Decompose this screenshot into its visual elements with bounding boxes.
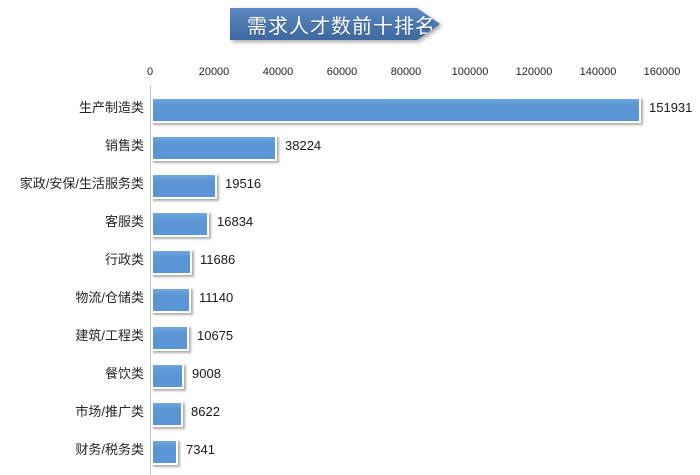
category-label: 市场/推广类 [75,404,144,419]
x-axis-tick-label: 120000 [515,66,553,78]
value-label: 11686 [200,252,236,267]
x-axis-tick-label: 100000 [451,66,489,78]
bar [151,363,184,389]
bar-row: 财务/税务类 7341 [0,431,700,469]
bar [151,173,217,199]
bar [151,211,209,237]
value-label: 9008 [192,366,221,381]
category-label: 家政/安保/生活服务类 [19,176,144,191]
bar-row: 市场/推广类 8622 [0,393,700,431]
value-label: 19516 [225,176,262,191]
bar-row: 餐饮类 9008 [0,355,700,393]
category-label: 建筑/工程类 [75,328,144,343]
category-label: 生产制造类 [78,100,144,115]
category-label: 客服类 [104,214,144,229]
bar-row: 客服类 16834 [0,203,700,241]
value-label: 10675 [197,328,234,343]
x-axis-tick-label: 20000 [198,66,230,78]
value-label: 11140 [199,290,234,305]
category-label: 物流/仓储类 [75,290,144,305]
bar [151,249,192,275]
category-label: 行政类 [104,252,144,267]
category-label: 销售类 [104,138,144,153]
bar [151,439,178,465]
bar-row: 家政/安保/生活服务类 19516 [0,165,700,203]
bar [151,135,277,161]
x-axis-tick-label: 0 [146,66,154,78]
bar-row: 行政类 11686 [0,241,700,279]
bar-row: 销售类 38224 [0,127,700,165]
x-axis-tick-label: 80000 [390,66,422,78]
value-label: 16834 [217,214,254,229]
y-axis-line [150,85,151,475]
bar [151,287,191,313]
bar-row: 生产制造类 151931 [0,89,700,127]
x-axis-tick-label: 40000 [262,66,294,78]
value-label: 151931 [649,100,693,115]
value-label: 38224 [285,138,322,153]
category-label: 餐饮类 [104,366,144,381]
x-axis-tick-label: 140000 [579,66,617,78]
value-label: 7341 [186,442,215,457]
bar-row: 建筑/工程类 10675 [0,317,700,355]
x-axis-tick-label: 160000 [643,66,681,78]
bar [151,97,641,123]
value-label: 8622 [191,404,220,419]
x-axis-tick-label: 60000 [326,66,358,78]
category-label: 财务/税务类 [75,442,144,457]
bar [151,325,189,351]
title-banner-shape: 需求人才数前十排名 [230,8,440,40]
chart-title: 需求人才数前十排名 [247,15,436,38]
title-banner: 需求人才数前十排名 [230,8,440,40]
bar [151,401,183,427]
bar-row: 物流/仓储类 11140 [0,279,700,317]
